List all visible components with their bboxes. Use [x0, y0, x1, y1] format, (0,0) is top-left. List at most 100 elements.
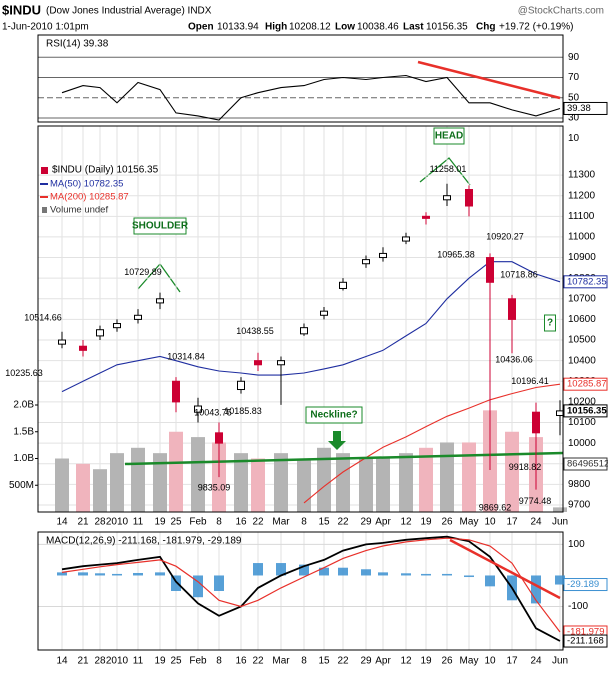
quote-label: High [265, 22, 287, 33]
x-tick-label: 25 [170, 656, 182, 667]
x-tick-label: 15 [318, 517, 330, 528]
candle-body [465, 189, 473, 207]
annotation: SHOULDER [132, 221, 189, 232]
volume-bar [76, 463, 90, 512]
x-tick-label: Jun [552, 656, 568, 667]
y-tick-label: 11200 [568, 190, 596, 201]
x-tick-label: 8 [216, 656, 222, 667]
rsi-trendline [417, 60, 561, 100]
x-tick-label: 12 [400, 517, 412, 528]
volume-bar [505, 431, 519, 512]
legend-swatch [42, 207, 47, 213]
y-tick-label: 11300 [568, 170, 596, 181]
x-tick-label: Apr [375, 656, 391, 667]
last-value-tag-box [563, 101, 608, 115]
symbol: $INDU [2, 2, 41, 17]
y-tick-label: 100 [568, 539, 585, 550]
x-tick-label: 22 [252, 517, 264, 528]
y2-tick-label: 500M [9, 480, 34, 491]
x-tick-label: 10 [484, 517, 496, 528]
x-tick-label: 26 [441, 656, 453, 667]
volume-bar [553, 507, 567, 512]
y-tick-label: 11100 [568, 211, 595, 222]
histogram-bar [464, 575, 474, 578]
candle-body [339, 281, 347, 289]
timestamp: 1-Jun-2010 1:01pm [2, 22, 89, 33]
price-label: 9918.82 [509, 462, 542, 472]
quote-value: 10208.12 [289, 22, 331, 33]
candle-body [172, 380, 180, 403]
quote-label: Chg [476, 22, 495, 33]
y-tick-label: 10600 [568, 314, 596, 325]
price-label: 10920.27 [486, 232, 524, 242]
volume-bar [359, 458, 373, 512]
x-tick-label: 2010 [106, 656, 129, 667]
panel-frame [37, 34, 564, 123]
volume-tag: 86496512 [567, 459, 608, 470]
macd-trendline [449, 538, 561, 600]
legend-swatch [41, 167, 48, 174]
x-tick-label: May [460, 517, 479, 528]
volume-bar [169, 431, 183, 512]
volume-bar [110, 453, 124, 512]
x-tick-label: Feb [189, 517, 207, 528]
histogram-bar [253, 563, 263, 576]
rsi-line [61, 74, 561, 121]
head-marker [419, 157, 471, 186]
last-value-tag: -181.979 [567, 626, 605, 637]
price-label: 9774.48 [519, 496, 552, 506]
quote-value: 10156.35 [426, 22, 468, 33]
price-label: 10043.75 [194, 407, 232, 417]
y-tick-label: 9700 [568, 500, 591, 511]
x-tick-label: 21 [77, 656, 89, 667]
macd-line [61, 537, 561, 633]
annotation: HEAD [435, 131, 463, 142]
y-tick-label: 90 [568, 52, 580, 63]
histogram-bar [171, 575, 181, 591]
candle-body [194, 405, 202, 413]
last-value-tag: 39.38 [567, 103, 591, 114]
x-tick-label: 12 [400, 656, 412, 667]
histogram-bar [57, 572, 67, 576]
quote-value: 10133.94 [217, 22, 259, 33]
x-tick-label: 26 [441, 517, 453, 528]
ma-tag: 10285.87 [567, 379, 607, 390]
candle-body [300, 327, 308, 335]
candle-body [237, 380, 245, 391]
volume-bar [191, 437, 205, 512]
price-label: 10965.38 [437, 249, 475, 259]
x-tick-label: 14 [56, 656, 68, 667]
price-label: 9869.62 [479, 502, 512, 512]
x-tick-label: 22 [337, 656, 349, 667]
x-tick-label: Jun [552, 517, 568, 528]
histogram-bar [338, 567, 348, 576]
histogram-bar [401, 573, 411, 576]
x-tick-label: 21 [77, 517, 89, 528]
annotation-box [305, 406, 363, 424]
candle-body [134, 314, 142, 320]
x-tick-label: 10 [484, 656, 496, 667]
price-label: 10235.63 [5, 368, 43, 378]
candle-body [556, 410, 564, 417]
price-label: 10185.83 [224, 406, 262, 416]
y-tick-label: 10 [568, 133, 580, 144]
histogram-bar [442, 573, 452, 576]
histogram-bar [378, 572, 388, 576]
price-label: 10729.89 [124, 267, 162, 277]
price-label: 10718.86 [500, 269, 538, 279]
volume-bar [419, 447, 433, 512]
last-value-tag-box [563, 634, 608, 648]
ma-tag-box [563, 275, 608, 289]
y-tick-label: -100 [568, 601, 588, 612]
quote-label: Low [335, 22, 355, 33]
volume-bar [274, 453, 288, 512]
volume-bar [317, 447, 331, 512]
y-tick-label: 10400 [568, 355, 596, 366]
candle-body [254, 360, 262, 366]
candle-body [277, 360, 285, 366]
y2-tick-label: 1.0B [13, 453, 34, 464]
volume-bar [440, 442, 454, 512]
x-tick-label: Mar [272, 517, 290, 528]
